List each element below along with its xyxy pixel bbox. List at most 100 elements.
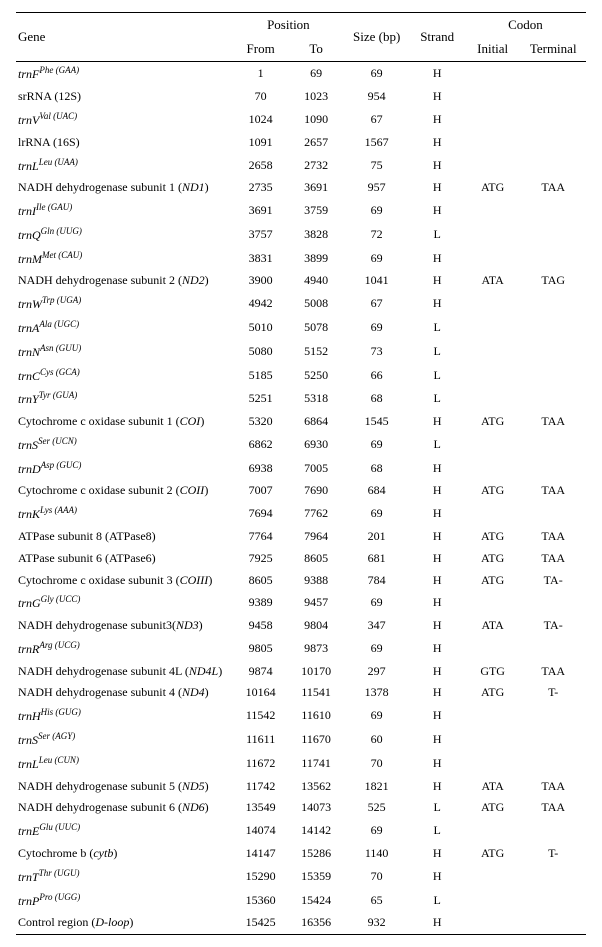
header-codon: Codon: [465, 13, 586, 38]
cell-from: 15425: [233, 912, 288, 934]
cell-gene: trnFPhe (GAA): [16, 62, 233, 86]
cell-initial: [465, 704, 520, 728]
cell-terminal: TA-: [520, 615, 586, 637]
header-size: Size (bp): [344, 13, 410, 62]
cell-from: 9389: [233, 591, 288, 615]
table-row: trnLLeu (UAA)2658273275H: [16, 153, 586, 177]
table-row: trnVVal (UAC)1024109067H: [16, 108, 586, 132]
cell-initial: [465, 387, 520, 411]
cell-to: 5250: [288, 363, 343, 387]
cell-strand: H: [409, 775, 464, 797]
cell-to: 3691: [288, 177, 343, 199]
cell-strand: H: [409, 704, 464, 728]
cell-strand: H: [409, 843, 464, 865]
table-row: Cytochrome c oxidase subunit 3 (COIII)86…: [16, 569, 586, 591]
cell-initial: [465, 316, 520, 340]
table-row: Cytochrome c oxidase subunit 2 (COII)700…: [16, 480, 586, 502]
cell-gene: trnLLeu (UAA): [16, 153, 233, 177]
cell-gene: trnCCys (GCA): [16, 363, 233, 387]
cell-to: 2732: [288, 153, 343, 177]
cell-size: 347: [344, 615, 410, 637]
cell-from: 11742: [233, 775, 288, 797]
cell-to: 15359: [288, 864, 343, 888]
cell-strand: H: [409, 569, 464, 591]
table-row: trnPPro (UGG)153601542465L: [16, 888, 586, 912]
cell-gene: trnLLeu (CUN): [16, 751, 233, 775]
cell-terminal: [520, 131, 586, 153]
cell-gene: trnEGlu (UUC): [16, 819, 233, 843]
cell-from: 9874: [233, 660, 288, 682]
cell-size: 957: [344, 177, 410, 199]
cell-gene: trnKLys (AAA): [16, 502, 233, 526]
cell-terminal: [520, 728, 586, 752]
header-strand: Strand: [409, 13, 464, 62]
table-row: lrRNA (16S)109126571567H: [16, 131, 586, 153]
cell-size: 69: [344, 704, 410, 728]
cell-terminal: T-: [520, 843, 586, 865]
cell-strand: L: [409, 797, 464, 819]
cell-gene: trnSSer (AGY): [16, 728, 233, 752]
cell-initial: GTG: [465, 660, 520, 682]
cell-terminal: TAA: [520, 775, 586, 797]
table-row: trnGGly (UCC)9389945769H: [16, 591, 586, 615]
cell-initial: ATG: [465, 797, 520, 819]
cell-strand: L: [409, 363, 464, 387]
cell-size: 66: [344, 363, 410, 387]
cell-initial: [465, 222, 520, 246]
cell-strand: H: [409, 292, 464, 316]
cell-terminal: [520, 363, 586, 387]
cell-size: 69: [344, 316, 410, 340]
cell-to: 5078: [288, 316, 343, 340]
cell-terminal: [520, 199, 586, 223]
table-row: trnIIle (GAU)3691375969H: [16, 199, 586, 223]
cell-initial: [465, 502, 520, 526]
cell-to: 11670: [288, 728, 343, 752]
table-row: Control region (D-loop)1542516356932H: [16, 912, 586, 934]
cell-gene: NADH dehydrogenase subunit 4 (ND4): [16, 682, 233, 704]
cell-gene: trnIIle (GAU): [16, 199, 233, 223]
cell-size: 1140: [344, 843, 410, 865]
cell-strand: H: [409, 62, 464, 86]
cell-from: 2735: [233, 177, 288, 199]
cell-gene: trnWTrp (UGA): [16, 292, 233, 316]
cell-gene: Cytochrome b (cytb): [16, 843, 233, 865]
cell-initial: [465, 292, 520, 316]
table-row: trnNAsn (GUU)5080515273L: [16, 339, 586, 363]
cell-size: 69: [344, 819, 410, 843]
cell-terminal: TAA: [520, 526, 586, 548]
header-initial: Initial: [465, 37, 520, 62]
cell-to: 10170: [288, 660, 343, 682]
cell-terminal: [520, 819, 586, 843]
cell-strand: H: [409, 615, 464, 637]
cell-terminal: TAA: [520, 797, 586, 819]
cell-terminal: [520, 387, 586, 411]
cell-size: 69: [344, 62, 410, 86]
cell-terminal: TAA: [520, 547, 586, 569]
header-gene: Gene: [16, 13, 233, 62]
cell-gene: NADH dehydrogenase subunit 6 (ND6): [16, 797, 233, 819]
cell-size: 67: [344, 292, 410, 316]
cell-strand: L: [409, 387, 464, 411]
table-row: trnDAsp (GUC)6938700568H: [16, 456, 586, 480]
cell-initial: [465, 199, 520, 223]
cell-to: 4940: [288, 270, 343, 292]
cell-size: 1041: [344, 270, 410, 292]
cell-terminal: [520, 222, 586, 246]
cell-strand: H: [409, 480, 464, 502]
header-to: To: [288, 37, 343, 62]
table-row: trnQGln (UUG)3757382872L: [16, 222, 586, 246]
table-row: trnWTrp (UGA)4942500867H: [16, 292, 586, 316]
cell-gene: NADH dehydrogenase subunit 1 (ND1): [16, 177, 233, 199]
cell-size: 69: [344, 637, 410, 661]
cell-gene: Cytochrome c oxidase subunit 1 (COI): [16, 411, 233, 433]
cell-terminal: [520, 751, 586, 775]
cell-strand: H: [409, 108, 464, 132]
cell-gene: Control region (D-loop): [16, 912, 233, 934]
cell-gene: NADH dehydrogenase subunit 4L (ND4L): [16, 660, 233, 682]
cell-initial: ATG: [465, 177, 520, 199]
cell-from: 7764: [233, 526, 288, 548]
cell-terminal: TA-: [520, 569, 586, 591]
cell-strand: H: [409, 270, 464, 292]
cell-size: 75: [344, 153, 410, 177]
cell-initial: ATG: [465, 547, 520, 569]
